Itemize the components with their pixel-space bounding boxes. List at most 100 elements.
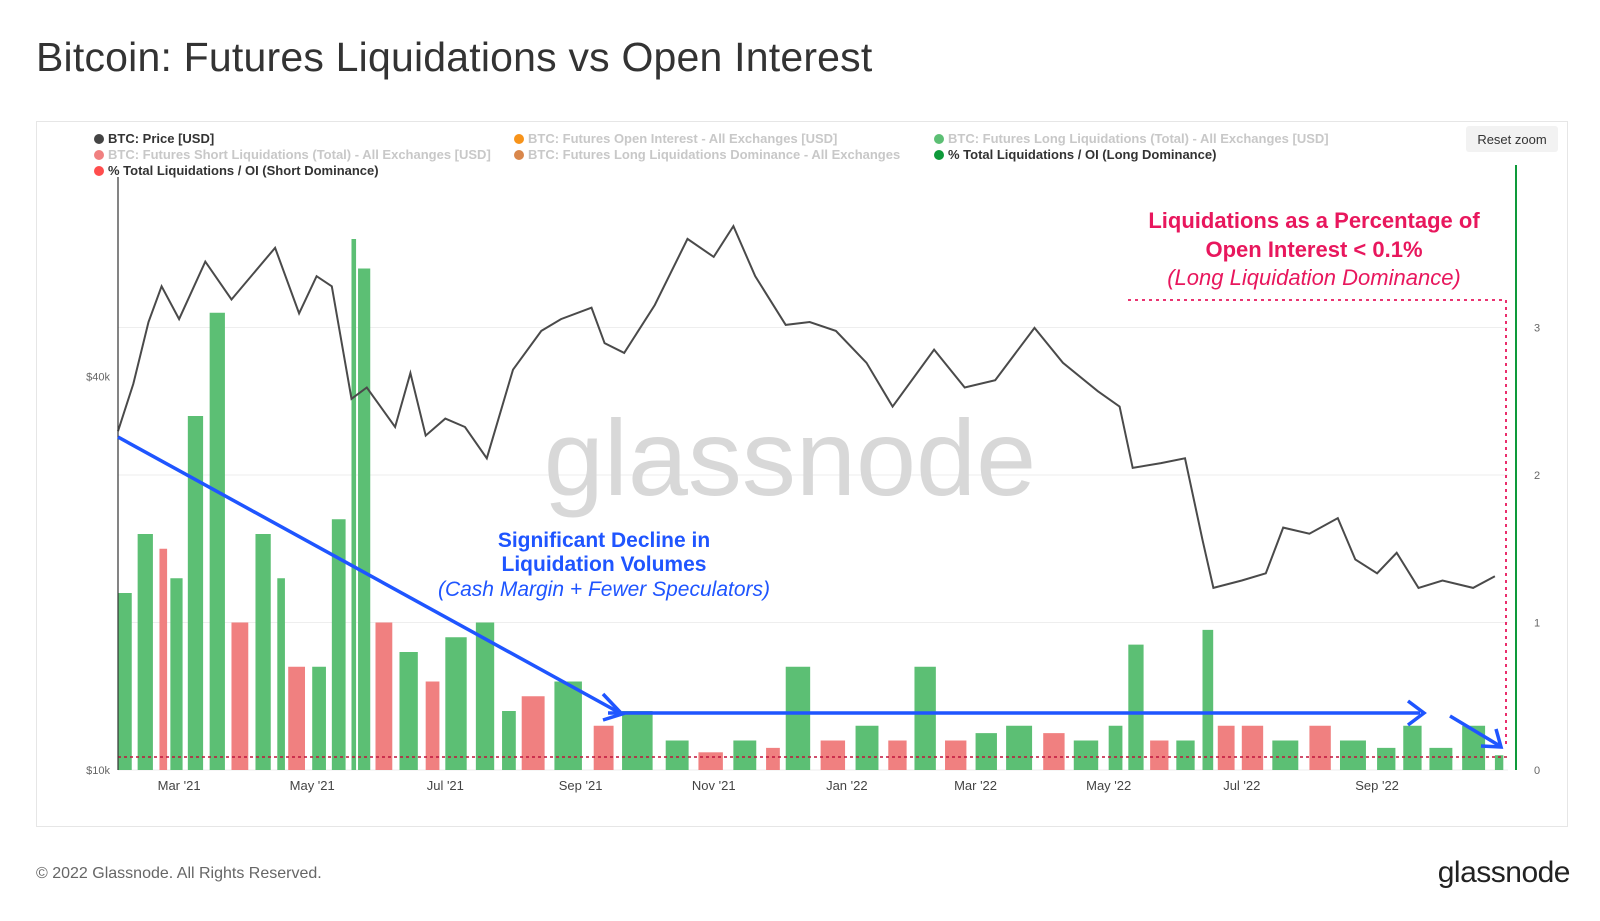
x-axis-tick-label: Jul '21 bbox=[427, 778, 464, 793]
liquidation-bar bbox=[554, 681, 582, 770]
liquidation-bar bbox=[665, 740, 689, 770]
liquidation-bar bbox=[475, 622, 495, 770]
liquidation-bar bbox=[445, 637, 467, 770]
liquidation-bar bbox=[733, 740, 757, 770]
legend-marker-icon bbox=[94, 166, 104, 176]
liquidation-bar bbox=[1150, 740, 1169, 770]
legend-label: BTC: Price [USD] bbox=[108, 131, 214, 146]
x-axis-tick-label: May '21 bbox=[290, 778, 335, 793]
liquidation-bar bbox=[187, 416, 204, 770]
liquidation-bar bbox=[766, 747, 780, 770]
liquidation-bar bbox=[521, 696, 545, 770]
liquidation-bar bbox=[425, 681, 440, 770]
legend-label: BTC: Futures Long Liquidations (Total) -… bbox=[948, 131, 1329, 146]
liquidation-bar bbox=[1108, 725, 1123, 770]
liquidation-bar bbox=[1309, 725, 1331, 770]
liquidation-bar bbox=[375, 622, 393, 770]
threshold-annotation: Liquidations as a Percentage of Open Int… bbox=[1128, 208, 1507, 745]
right-axis-tick-label: 3 bbox=[1534, 323, 1540, 335]
liquidation-bar bbox=[288, 666, 306, 770]
watermark: glassnode bbox=[544, 397, 1036, 518]
liquidation-bar bbox=[399, 652, 418, 770]
legend-marker-icon bbox=[934, 134, 944, 144]
liquidation-bar bbox=[351, 239, 357, 770]
legend-item[interactable]: BTC: Futures Short Liquidations (Total) … bbox=[94, 147, 491, 162]
liquidation-bar bbox=[1377, 747, 1396, 770]
liquidation-bar bbox=[593, 725, 614, 770]
liquidation-bar bbox=[820, 740, 846, 770]
liquidation-bar bbox=[358, 268, 371, 770]
liquidation-bar bbox=[622, 711, 653, 770]
right-axis-tick-label: 2 bbox=[1534, 470, 1540, 482]
legend-item[interactable]: % Total Liquidations / OI (Short Dominan… bbox=[94, 163, 379, 178]
decline-title-line2: Liquidation Volumes bbox=[502, 553, 707, 576]
legend-label: BTC: Futures Open Interest - All Exchang… bbox=[528, 131, 837, 146]
liquidation-bar bbox=[1217, 725, 1235, 770]
liquidation-bar bbox=[1272, 740, 1299, 770]
grid-lines bbox=[118, 327, 1508, 771]
liquidation-bar bbox=[231, 622, 249, 770]
liquidation-bars bbox=[118, 239, 1504, 770]
x-axis-tick-label: Jul '22 bbox=[1223, 778, 1260, 793]
chart-frame bbox=[36, 121, 1568, 827]
flat-arrowhead bbox=[1406, 699, 1427, 727]
legend-label: % Total Liquidations / OI (Short Dominan… bbox=[108, 163, 379, 178]
liquidation-bar bbox=[118, 593, 132, 770]
legend-item[interactable]: BTC: Price [USD] bbox=[94, 131, 214, 146]
legend-marker-icon bbox=[94, 150, 104, 160]
legend-marker-icon bbox=[934, 150, 944, 160]
liquidation-bar bbox=[312, 666, 326, 770]
legend-item[interactable]: BTC: Futures Long Liquidations Dominance… bbox=[514, 147, 900, 162]
liquidation-bar bbox=[1073, 740, 1099, 770]
legend-label: BTC: Futures Long Liquidations Dominance… bbox=[528, 147, 900, 162]
liquidation-bar bbox=[855, 725, 879, 770]
liquidation-bar bbox=[914, 666, 936, 770]
footer-copyright: © 2022 Glassnode. All Rights Reserved. bbox=[36, 865, 322, 882]
liquidation-bar bbox=[1202, 629, 1214, 770]
legend-item[interactable]: % Total Liquidations / OI (Long Dominanc… bbox=[934, 147, 1216, 162]
left-axis-ticks: $10k $40k bbox=[86, 372, 110, 777]
x-axis-tick-label: Mar '21 bbox=[158, 778, 201, 793]
end-arrow-line bbox=[1449, 714, 1501, 748]
footer-logo: glassnode bbox=[1437, 856, 1571, 889]
liquidation-bar bbox=[1494, 755, 1504, 770]
threshold-subtitle: (Long Liquidation Dominance) bbox=[1167, 265, 1461, 290]
x-axis-tick-label: Mar '22 bbox=[954, 778, 997, 793]
threshold-bracket bbox=[1128, 299, 1507, 745]
liquidation-bar bbox=[1339, 740, 1366, 770]
legend-marker-icon bbox=[94, 134, 104, 144]
legend-item[interactable]: BTC: Futures Long Liquidations (Total) -… bbox=[934, 131, 1329, 146]
x-axis-tick-label: May '22 bbox=[1086, 778, 1131, 793]
liquidation-bar bbox=[1176, 740, 1195, 770]
legend-label: BTC: Futures Short Liquidations (Total) … bbox=[108, 147, 491, 162]
liquidation-bar bbox=[1241, 725, 1264, 770]
x-axis-tick-label: Sep '21 bbox=[559, 778, 603, 793]
liquidation-bar bbox=[1043, 733, 1065, 770]
liquidation-bar bbox=[975, 733, 997, 770]
decline-annotation: Significant Decline in Liquidation Volum… bbox=[117, 435, 1504, 749]
legend-item[interactable]: BTC: Futures Open Interest - All Exchang… bbox=[514, 131, 837, 146]
reset-zoom-button[interactable]: Reset zoom bbox=[1466, 126, 1558, 152]
legend-marker-icon bbox=[514, 134, 524, 144]
right-axis-tick-label: 0 bbox=[1534, 765, 1540, 777]
decline-arrow-line bbox=[117, 435, 621, 715]
liquidation-bar bbox=[1429, 747, 1453, 770]
liquidation-bar bbox=[888, 740, 907, 770]
threshold-title-line1: Liquidations as a Percentage of bbox=[1148, 208, 1480, 233]
decline-title-line1: Significant Decline in bbox=[498, 529, 710, 552]
price-line bbox=[117, 223, 1496, 590]
liquidation-bar bbox=[209, 312, 225, 770]
left-axis-tick-label: $40k bbox=[86, 372, 110, 384]
threshold-title-line2: Open Interest < 0.1% bbox=[1205, 237, 1422, 262]
liquidation-bar bbox=[1403, 725, 1422, 770]
liquidation-bar bbox=[331, 519, 346, 770]
legend-marker-icon bbox=[514, 150, 524, 160]
page-title: Bitcoin: Futures Liquidations vs Open In… bbox=[36, 34, 873, 80]
left-axis-tick-label: $10k bbox=[86, 765, 110, 777]
liquidation-bar bbox=[1006, 725, 1033, 770]
legend-label: % Total Liquidations / OI (Long Dominanc… bbox=[948, 147, 1216, 162]
liquidation-bar bbox=[785, 666, 811, 770]
decline-subtitle: (Cash Margin + Fewer Speculators) bbox=[438, 578, 770, 601]
liquidation-bar bbox=[159, 548, 168, 770]
